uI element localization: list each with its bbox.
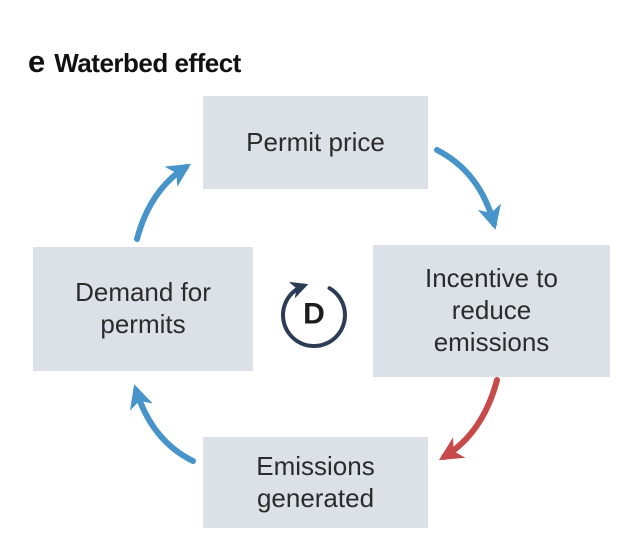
node-label: Incentive to reduce emissions <box>425 263 558 357</box>
node-label: Permit price <box>246 126 385 157</box>
figure-title: e Waterbed effect <box>28 44 241 80</box>
panel-label: e <box>28 44 45 79</box>
node-demand-for-permits: Demand for permits <box>33 247 253 371</box>
loop-label: D <box>303 297 325 331</box>
arrow-emissions-to-demand <box>129 384 196 464</box>
arrow-incentive-to-emissions <box>438 377 500 461</box>
node-label: Demand for permits <box>75 277 211 339</box>
node-emissions-generated: Emissions generated <box>203 437 428 528</box>
node-permit-price: Permit price <box>203 96 428 189</box>
arrow-permit-price-to-incentive <box>434 147 501 230</box>
node-incentive-to-reduce-emissions: Incentive to reduce emissions <box>373 245 610 377</box>
arrow-demand-to-permit-price <box>134 163 192 242</box>
node-label: Emissions generated <box>256 450 375 513</box>
figure-title-text: Waterbed effect <box>54 48 241 78</box>
